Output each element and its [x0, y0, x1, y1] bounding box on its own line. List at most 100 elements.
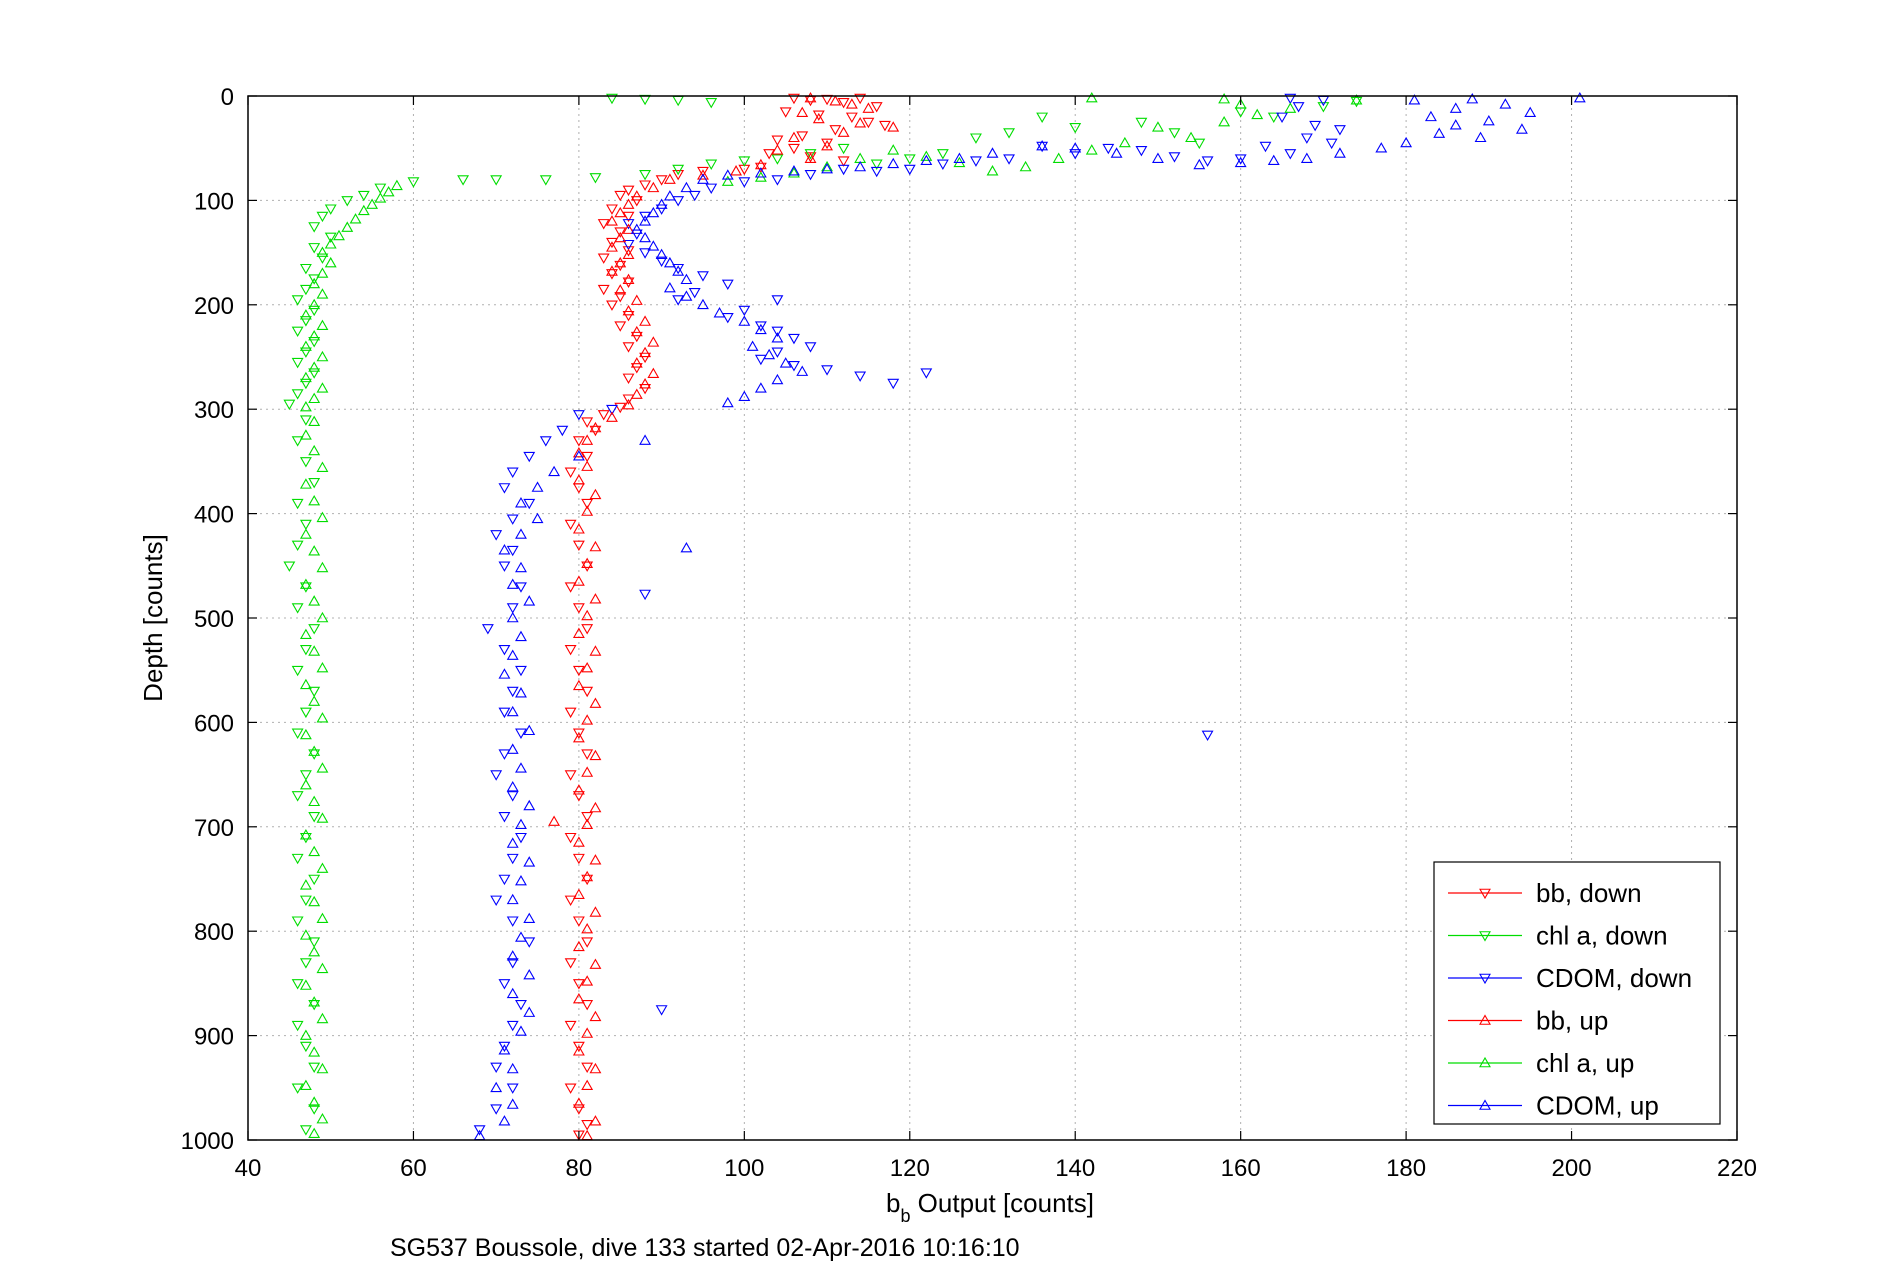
data-point — [572, 446, 585, 458]
data-point — [523, 937, 536, 948]
data-point — [614, 260, 627, 272]
data-point — [672, 196, 685, 207]
data-point — [299, 645, 312, 656]
data-point — [548, 815, 561, 826]
data-point — [316, 267, 329, 278]
data-point — [754, 167, 767, 178]
data-point — [630, 229, 643, 240]
data-point — [572, 853, 585, 865]
x-axis-label-rest: Output [counts] — [910, 1188, 1094, 1218]
data-point — [498, 483, 511, 494]
data-point — [804, 91, 817, 103]
data-point — [299, 347, 312, 358]
data-point — [481, 624, 494, 635]
data-point — [581, 686, 594, 698]
data-point — [308, 337, 321, 348]
data-point — [316, 246, 329, 257]
data-point — [308, 274, 321, 285]
data-point — [515, 931, 527, 942]
data-point — [920, 368, 933, 379]
data-point — [589, 488, 602, 500]
data-point — [291, 295, 304, 306]
data-point — [606, 269, 618, 280]
data-point — [316, 962, 329, 974]
data-point — [887, 378, 900, 390]
data-point — [1333, 125, 1346, 136]
legend-marker — [1479, 888, 1491, 900]
legend-marker — [1479, 1014, 1491, 1025]
data-point — [498, 544, 511, 555]
data-point — [572, 679, 585, 691]
data-point — [498, 668, 511, 679]
data-point — [688, 190, 701, 202]
data-point — [697, 169, 709, 180]
data-point — [572, 888, 585, 899]
data-point — [506, 958, 519, 969]
data-point — [705, 159, 718, 170]
data-point — [614, 284, 627, 295]
data-point — [506, 545, 519, 557]
data-point — [1466, 93, 1479, 104]
data-point — [655, 248, 668, 259]
data-point — [1350, 96, 1363, 108]
data-point — [308, 298, 321, 310]
data-point — [754, 382, 767, 393]
data-point — [572, 450, 585, 461]
data-point — [581, 557, 594, 569]
x-tick-label: 40 — [235, 1155, 262, 1182]
data-point — [308, 222, 321, 233]
data-point — [581, 714, 594, 725]
data-point — [887, 157, 900, 169]
data-point — [572, 523, 585, 534]
data-point — [821, 160, 834, 172]
data-point — [887, 144, 900, 155]
series-cdom-up — [473, 91, 1586, 1141]
data-point — [341, 196, 354, 207]
data-point — [920, 154, 933, 166]
x-tick-label: 180 — [1386, 1155, 1426, 1182]
y-tick-label: 300 — [194, 397, 234, 424]
data-point — [1573, 91, 1586, 103]
series-chl-a-up — [299, 91, 1363, 1139]
data-point — [308, 392, 321, 404]
data-point — [299, 770, 312, 781]
data-point — [771, 332, 784, 343]
data-point — [572, 1104, 585, 1115]
data-point — [324, 232, 337, 244]
data-point — [316, 511, 329, 523]
x-axis-label-subscript: b — [900, 1206, 910, 1226]
data-point — [796, 365, 809, 376]
data-point — [738, 156, 751, 167]
data-point — [308, 937, 321, 948]
data-point — [572, 665, 585, 677]
data-point — [771, 326, 784, 338]
data-point — [457, 175, 470, 186]
data-point — [697, 298, 709, 310]
data-point — [870, 102, 883, 113]
data-point — [506, 649, 519, 660]
data-point — [589, 645, 602, 656]
data-point — [829, 95, 842, 106]
data-point — [614, 206, 627, 218]
data-point — [754, 321, 767, 332]
data-point — [299, 895, 312, 906]
legend-label: CDOM, down — [1536, 963, 1692, 993]
data-point — [1350, 94, 1363, 105]
data-point — [581, 1120, 594, 1131]
data-point — [837, 126, 850, 137]
data-point — [589, 173, 602, 184]
data-point — [523, 498, 536, 510]
data-point — [788, 93, 800, 105]
data-point — [523, 595, 536, 606]
data-point — [291, 540, 304, 552]
data-point — [647, 336, 660, 347]
data-point — [721, 169, 734, 180]
data-point — [316, 812, 329, 823]
data-point — [597, 253, 610, 264]
data-point — [1052, 152, 1065, 163]
data-point — [308, 415, 321, 427]
data-point — [639, 589, 652, 601]
data-point — [630, 294, 643, 305]
series-bb-up — [548, 91, 900, 1141]
data-point — [316, 912, 329, 923]
